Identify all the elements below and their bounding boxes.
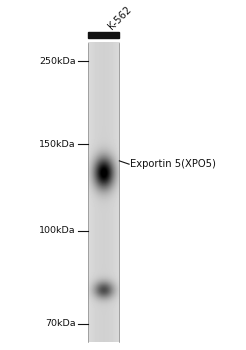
Bar: [88, 32, 119, 38]
Text: 150kDa: 150kDa: [39, 140, 76, 149]
Text: K-562: K-562: [106, 4, 133, 31]
Text: 70kDa: 70kDa: [45, 319, 76, 328]
Text: 250kDa: 250kDa: [39, 57, 76, 66]
Text: Exportin 5(XPO5): Exportin 5(XPO5): [130, 159, 216, 169]
Text: 100kDa: 100kDa: [39, 226, 76, 235]
